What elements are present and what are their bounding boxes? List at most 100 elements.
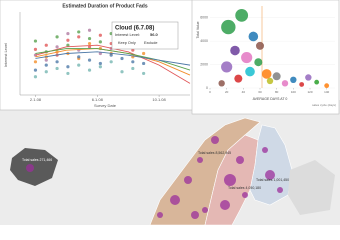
map-label: Total sales 271,466 <box>22 158 52 162</box>
point <box>87 28 92 32</box>
bubble <box>272 72 281 81</box>
y-tick-label: 6000 <box>200 16 208 20</box>
map-label: Total sales 8,562,945 <box>198 151 231 155</box>
bubble <box>241 51 253 64</box>
bubble <box>245 66 255 77</box>
bubble <box>235 8 249 22</box>
point <box>33 47 38 51</box>
point <box>33 68 38 72</box>
tooltip: Cloud (6.7.08) Interest Level: 56.0 Keep… <box>111 21 179 50</box>
point <box>55 45 59 49</box>
x-tick-label: 120 <box>307 90 312 94</box>
bubble <box>218 80 225 87</box>
note: sales cycle (days) <box>312 103 336 107</box>
point <box>33 39 38 43</box>
x-tick-label: 140 <box>324 90 329 94</box>
point <box>33 53 38 57</box>
bubble <box>290 76 297 84</box>
bubble <box>266 77 274 85</box>
point <box>55 35 59 39</box>
bubble <box>254 58 263 67</box>
trend-line <box>35 48 191 71</box>
body: Total sales 271,466 Total sales 8,562,94… <box>0 0 340 225</box>
y-axis-label: Interest Level <box>3 43 8 67</box>
bubble <box>248 31 259 42</box>
point <box>87 41 92 46</box>
bubble <box>324 83 330 89</box>
x-axis-label: Survey Date <box>94 103 117 108</box>
point <box>66 31 70 36</box>
x-tick-label: 6.1.08 <box>92 97 104 102</box>
tooltip-title: Cloud (6.7.08) <box>115 26 154 32</box>
point <box>87 36 92 41</box>
point <box>142 61 146 66</box>
russia <box>288 160 335 215</box>
point <box>44 70 48 74</box>
bubble <box>234 74 243 83</box>
point <box>55 60 59 64</box>
point <box>33 75 38 79</box>
bubble <box>305 74 312 81</box>
x-tick-label: 60 <box>258 90 262 94</box>
map-bubbles <box>26 136 283 219</box>
x-tick-label: 0 <box>209 90 211 94</box>
point <box>77 30 81 34</box>
bubble <box>221 61 233 73</box>
point <box>120 56 124 61</box>
bubble <box>261 69 272 79</box>
x-tick-label: 100 <box>291 90 296 94</box>
point <box>142 71 146 76</box>
point <box>77 63 81 67</box>
y-axis-label: Total Value <box>196 21 200 38</box>
keep-only-button[interactable]: Keep Only <box>118 41 136 45</box>
y-tick-label: 2000 <box>200 62 208 66</box>
x-tick-label: 20 <box>225 90 229 94</box>
point <box>131 48 135 52</box>
point <box>87 58 92 62</box>
y-tick-label: 0 <box>206 86 208 90</box>
bubble <box>314 79 320 85</box>
point <box>131 66 135 71</box>
bubble <box>299 82 305 87</box>
point <box>77 35 81 39</box>
bubble <box>281 80 289 87</box>
panel-title: Estimated Duration of Product Fads <box>62 3 148 9</box>
point <box>44 43 48 47</box>
point <box>142 51 146 56</box>
tooltip-label: Interest Level: <box>115 32 140 37</box>
point <box>98 61 102 66</box>
x-tick-label: 80 <box>275 90 279 94</box>
trend-line <box>35 51 191 66</box>
point <box>66 43 70 47</box>
point <box>44 58 48 62</box>
point <box>55 66 59 71</box>
x-tick-label: 40 <box>242 90 246 94</box>
point <box>131 60 135 64</box>
screenshot: Total sales 271,466 Total sales 8,562,94… <box>0 0 340 225</box>
page: { "scatter_panel": { "title": "Estimated… <box>0 0 340 225</box>
point <box>98 65 102 69</box>
map-label: Total sales 1,001,450 <box>256 178 289 182</box>
point <box>98 40 102 44</box>
point <box>66 38 70 42</box>
point <box>87 68 92 72</box>
point <box>33 60 38 64</box>
bubble-panel <box>191 0 340 115</box>
y-tick-label: 4000 <box>200 39 208 43</box>
bubble <box>221 19 236 35</box>
point <box>109 60 113 64</box>
scatter-panel <box>0 0 197 111</box>
x-axis-label: AVERAGE DAYS AT 0 <box>253 97 288 101</box>
map-label: Total sales 4,050,180 <box>228 186 261 190</box>
tooltip-value: 56.0 <box>150 32 159 37</box>
point <box>66 71 70 76</box>
point <box>77 55 81 59</box>
iceland <box>10 148 58 186</box>
exclude-button[interactable]: Exclude <box>144 41 158 45</box>
x-tick-label: 10.1.08 <box>152 97 166 102</box>
point <box>66 65 70 69</box>
tooltip-box <box>111 21 179 50</box>
point <box>98 33 102 37</box>
point <box>120 70 124 74</box>
point <box>109 53 113 57</box>
